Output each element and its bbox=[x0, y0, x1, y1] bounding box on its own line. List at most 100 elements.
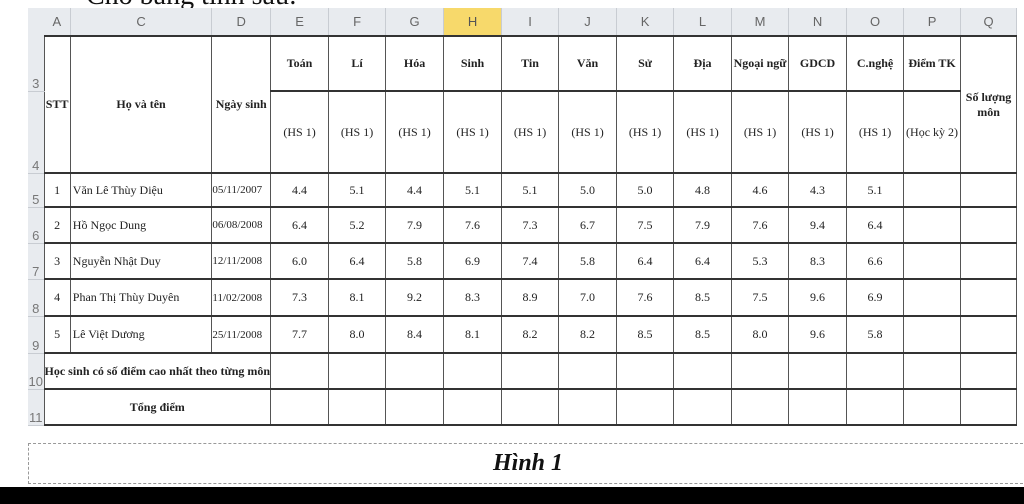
cell-score[interactable]: 8.0 bbox=[328, 315, 387, 354]
row-header-6[interactable]: 6 bbox=[28, 207, 44, 244]
cell-score[interactable]: 5.1 bbox=[846, 172, 905, 208]
cell-stt[interactable]: 3 bbox=[43, 242, 71, 280]
cell-empty[interactable] bbox=[616, 388, 675, 426]
cell-score[interactable]: 8.9 bbox=[501, 278, 560, 317]
cell-score[interactable]: 5.0 bbox=[558, 172, 618, 208]
cell-empty[interactable] bbox=[328, 352, 387, 390]
cell-score[interactable]: 5.1 bbox=[501, 172, 560, 208]
column-header-c[interactable]: C bbox=[70, 8, 213, 36]
cell-score[interactable]: 6.4 bbox=[328, 242, 387, 280]
column-header-d[interactable]: D bbox=[211, 8, 272, 36]
cell-empty[interactable] bbox=[558, 388, 618, 426]
cell-score[interactable]: 8.2 bbox=[558, 315, 618, 354]
cell-score[interactable]: 8.4 bbox=[385, 315, 445, 354]
column-header-i[interactable]: I bbox=[501, 8, 560, 36]
cell-score[interactable]: 8.0 bbox=[731, 315, 790, 354]
cell-score[interactable]: 4.3 bbox=[788, 172, 848, 208]
row-header-10[interactable]: 10 bbox=[28, 353, 44, 390]
cell-empty[interactable] bbox=[731, 352, 790, 390]
cell-score[interactable]: 9.6 bbox=[788, 315, 848, 354]
cell-score[interactable]: 4.4 bbox=[270, 172, 330, 208]
cell-score[interactable]: 8.3 bbox=[443, 278, 503, 317]
cell-final[interactable] bbox=[903, 242, 962, 280]
cell-student-name[interactable]: Hồ Ngọc Dung bbox=[69, 206, 213, 244]
cell-empty[interactable] bbox=[960, 388, 1018, 426]
cell-dob[interactable]: 25/11/2008 bbox=[211, 315, 272, 354]
cell-score[interactable]: 5.0 bbox=[616, 172, 675, 208]
cell-count[interactable] bbox=[960, 315, 1018, 354]
cell-empty[interactable] bbox=[788, 352, 848, 390]
cell-empty[interactable] bbox=[443, 352, 503, 390]
cell-score[interactable]: 5.3 bbox=[731, 242, 790, 280]
cell-count[interactable] bbox=[960, 242, 1018, 280]
cell-empty[interactable] bbox=[903, 388, 962, 426]
cell-empty[interactable] bbox=[270, 388, 330, 426]
cell-score[interactable]: 7.6 bbox=[616, 278, 675, 317]
cell-empty[interactable] bbox=[846, 352, 905, 390]
row-header-3[interactable]: 3 bbox=[28, 36, 44, 92]
cell-final[interactable] bbox=[903, 315, 962, 354]
cell-score[interactable]: 9.2 bbox=[385, 278, 445, 317]
cell-score[interactable]: 7.5 bbox=[616, 206, 675, 244]
cell-score[interactable]: 9.6 bbox=[788, 278, 848, 317]
cell-empty[interactable] bbox=[558, 352, 618, 390]
cell-score[interactable]: 5.8 bbox=[385, 242, 445, 280]
column-header-g[interactable]: G bbox=[385, 8, 445, 36]
cell-score[interactable]: 5.8 bbox=[846, 315, 905, 354]
cell-score[interactable]: 4.4 bbox=[385, 172, 445, 208]
cell-score[interactable]: 7.3 bbox=[501, 206, 560, 244]
cell-count[interactable] bbox=[960, 278, 1018, 317]
column-header-h[interactable]: H bbox=[443, 8, 503, 36]
cell-dob[interactable]: 12/11/2008 bbox=[211, 242, 272, 280]
cell-empty[interactable] bbox=[385, 352, 445, 390]
cell-student-name[interactable]: Phan Thị Thùy Duyên bbox=[69, 278, 213, 317]
cell-score[interactable]: 8.5 bbox=[616, 315, 675, 354]
column-header-e[interactable]: E bbox=[270, 8, 330, 36]
cell-student-name[interactable]: Nguyễn Nhật Duy bbox=[69, 242, 213, 280]
column-header-p[interactable]: P bbox=[903, 8, 962, 36]
cell-empty[interactable] bbox=[673, 388, 733, 426]
column-header-m[interactable]: M bbox=[731, 8, 790, 36]
cell-score[interactable]: 5.8 bbox=[558, 242, 618, 280]
cell-stt[interactable]: 1 bbox=[43, 172, 71, 208]
cell-count[interactable] bbox=[960, 172, 1018, 208]
row-header-4[interactable]: 4 bbox=[28, 91, 44, 174]
cell-empty[interactable] bbox=[385, 388, 445, 426]
cell-student-name[interactable]: Văn Lê Thùy Diệu bbox=[69, 172, 213, 208]
cell-final[interactable] bbox=[903, 206, 962, 244]
cell-empty[interactable] bbox=[270, 352, 330, 390]
cell-empty[interactable] bbox=[788, 388, 848, 426]
cell-stt[interactable]: 2 bbox=[43, 206, 71, 244]
column-header-l[interactable]: L bbox=[673, 8, 733, 36]
cell-score[interactable]: 6.4 bbox=[616, 242, 675, 280]
cell-score[interactable]: 7.6 bbox=[443, 206, 503, 244]
cell-score[interactable]: 6.7 bbox=[558, 206, 618, 244]
cell-score[interactable]: 7.7 bbox=[270, 315, 330, 354]
cell-score[interactable]: 7.4 bbox=[501, 242, 560, 280]
cell-stt[interactable]: 5 bbox=[43, 315, 71, 354]
cell-empty[interactable] bbox=[960, 352, 1018, 390]
row-header-8[interactable]: 8 bbox=[28, 279, 44, 317]
cell-final[interactable] bbox=[903, 278, 962, 317]
column-header-o[interactable]: O bbox=[846, 8, 905, 36]
column-header-j[interactable]: J bbox=[558, 8, 618, 36]
cell-score[interactable]: 9.4 bbox=[788, 206, 848, 244]
cell-score[interactable]: 7.5 bbox=[731, 278, 790, 317]
cell-score[interactable]: 7.3 bbox=[270, 278, 330, 317]
column-header-q[interactable]: Q bbox=[960, 8, 1018, 36]
cell-score[interactable]: 7.9 bbox=[673, 206, 733, 244]
cell-score[interactable]: 6.9 bbox=[443, 242, 503, 280]
cell-score[interactable]: 8.1 bbox=[328, 278, 387, 317]
cell-score[interactable]: 5.1 bbox=[328, 172, 387, 208]
cell-score[interactable]: 6.4 bbox=[846, 206, 905, 244]
cell-score[interactable]: 7.0 bbox=[558, 278, 618, 317]
cell-stt[interactable]: 4 bbox=[43, 278, 71, 317]
cell-dob[interactable]: 06/08/2008 bbox=[211, 206, 272, 244]
cell-empty[interactable] bbox=[443, 388, 503, 426]
cell-dob[interactable]: 05/11/2007 bbox=[211, 172, 272, 208]
cell-score[interactable]: 8.5 bbox=[673, 278, 733, 317]
cell-score[interactable]: 5.2 bbox=[328, 206, 387, 244]
cell-empty[interactable] bbox=[846, 388, 905, 426]
cell-score[interactable]: 7.6 bbox=[731, 206, 790, 244]
cell-empty[interactable] bbox=[616, 352, 675, 390]
